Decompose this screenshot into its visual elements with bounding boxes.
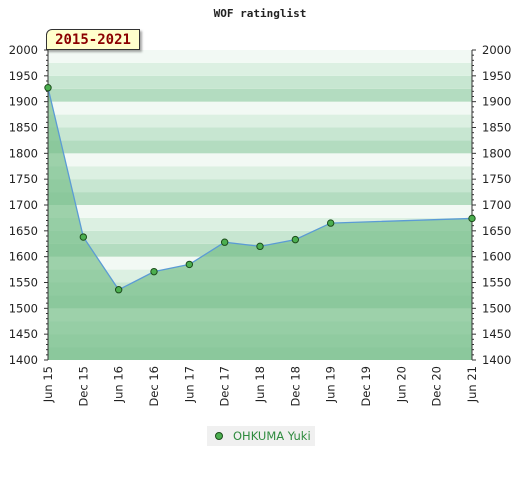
- y-tick-label: 1750: [482, 172, 511, 186]
- legend[interactable]: OHKUMA Yuki: [207, 426, 315, 446]
- background-band: [48, 127, 472, 141]
- x-tick-label: Dec 17: [218, 366, 232, 407]
- y-tick-label: 1600: [9, 250, 38, 264]
- legend-marker-icon: [215, 432, 223, 440]
- y-tick-label: 1850: [482, 121, 511, 135]
- y-tick-label: 1500: [482, 301, 511, 315]
- y-tick-label: 1650: [482, 224, 511, 238]
- y-tick-label: 1450: [9, 327, 38, 341]
- x-tick-label: Dec 16: [147, 366, 161, 407]
- background-band: [48, 62, 472, 76]
- rating-point: [256, 242, 264, 251]
- chart-title: WOF ratinglist: [214, 7, 307, 20]
- rating-point: [326, 219, 335, 227]
- rating-area: [47, 87, 473, 360]
- y-tick-label: 1750: [9, 172, 38, 186]
- y-tick-label: 2000: [9, 43, 38, 57]
- background-band: [48, 114, 472, 128]
- x-tick-label: Jun 15: [41, 366, 55, 403]
- y-tick-label: 1900: [9, 95, 38, 109]
- x-tick-label: Jun 19: [324, 366, 338, 403]
- rating-markers: [44, 84, 476, 294]
- y-tick-label: 1950: [482, 69, 511, 83]
- x-tick-label: Dec 15: [76, 366, 90, 407]
- rating-point: [291, 235, 300, 244]
- y-tick-label: 1700: [9, 198, 38, 212]
- y-tick-label: 1650: [9, 224, 38, 238]
- background-band: [48, 166, 472, 180]
- period-badge: 2015-2021: [46, 29, 140, 50]
- y-tick-label: 1950: [9, 69, 38, 83]
- rating-point: [114, 286, 123, 294]
- rating-point: [150, 267, 158, 276]
- x-tick-label: Jun 21: [465, 366, 479, 403]
- y-tick-label: 1400: [9, 353, 38, 367]
- y-tick-label: 1500: [9, 301, 38, 315]
- y-tick-label: 2000: [482, 43, 511, 57]
- x-tick-label: Dec 18: [288, 366, 302, 407]
- background-band: [48, 75, 472, 89]
- y-tick-label: 1400: [482, 353, 511, 367]
- background-band: [48, 101, 472, 115]
- background-band: [48, 140, 472, 154]
- background-band: [48, 192, 472, 205]
- legend-label: OHKUMA Yuki: [233, 429, 311, 443]
- y-tick-label: 1550: [9, 276, 38, 290]
- background-band: [48, 179, 472, 193]
- rating-point: [44, 84, 52, 92]
- x-tick-label: Jun 20: [394, 366, 408, 403]
- rating-area-fill: [48, 87, 472, 360]
- background-band: [48, 88, 472, 102]
- y-tick-label: 1800: [9, 146, 38, 160]
- y-tick-label: 1800: [482, 146, 511, 160]
- rating-line: [47, 87, 473, 291]
- background-band: [48, 153, 472, 167]
- x-tick-label: Dec 19: [359, 366, 373, 407]
- y-tick-label: 1450: [482, 327, 511, 341]
- y-tick-label: 1600: [482, 250, 511, 264]
- y-tick-label: 1700: [482, 198, 511, 212]
- rating-point: [220, 238, 229, 246]
- rating-point: [468, 214, 476, 223]
- x-tick-label: Jun 16: [112, 366, 126, 403]
- axes: 1400 1400 1450 1450 1500 1500 1550 1550 1600 1600…: [9, 43, 512, 407]
- y-tick-label: 1550: [482, 276, 511, 290]
- background-band: [48, 205, 472, 218]
- x-tick-label: Jun 18: [253, 366, 267, 403]
- x-tick-label: Jun 17: [182, 366, 196, 403]
- x-tick-label: Dec 20: [430, 366, 444, 407]
- y-tick-label: 1900: [482, 95, 511, 109]
- rating-point: [185, 260, 194, 269]
- y-tick-label: 1850: [9, 121, 38, 135]
- rating-point: [79, 233, 88, 241]
- background-band: [48, 50, 472, 63]
